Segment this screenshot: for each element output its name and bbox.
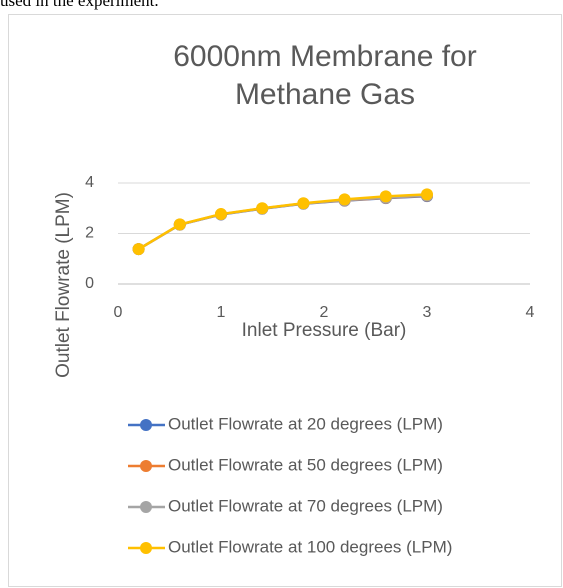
- legend-marker: [140, 501, 152, 513]
- data-point: [173, 218, 186, 231]
- data-point: [379, 190, 392, 203]
- data-point: [421, 188, 433, 201]
- legend-label: Outlet Flowrate at 20 degrees (LPM): [168, 414, 443, 433]
- chart-title: 6000nm Membrane for Methane Gas: [173, 40, 477, 111]
- legend-marker: [140, 460, 152, 472]
- legend-label: Outlet Flowrate at 100 degrees (LPM): [168, 537, 452, 556]
- legend-marker: [140, 419, 152, 431]
- data-point: [132, 243, 145, 256]
- data-point: [297, 197, 310, 210]
- data-point: [215, 208, 227, 221]
- data-point: [256, 202, 269, 215]
- legend-marker: [140, 542, 152, 554]
- y-tick-label: 4: [85, 174, 94, 191]
- y-tick-label: 0: [85, 275, 94, 292]
- chart-frame: [8, 14, 562, 587]
- data-point: [338, 193, 351, 206]
- x-axis-label: Inlet Pressure (Bar): [242, 320, 407, 341]
- y-tick-label: 2: [85, 225, 94, 242]
- legend-label: Outlet Flowrate at 70 degrees (LPM): [168, 496, 443, 515]
- caption: used in the experiment.: [0, 0, 159, 10]
- x-tick-label: 0: [114, 304, 123, 321]
- x-tick-label: 3: [423, 304, 432, 321]
- series-line: [137, 193, 428, 251]
- legend-label: Outlet Flowrate at 50 degrees (LPM): [168, 455, 443, 474]
- x-tick-label: 2: [320, 304, 329, 321]
- y-axis-label: Outlet Flowrate (LPM): [53, 192, 74, 378]
- x-tick-label: 4: [526, 304, 535, 321]
- x-tick-label: 1: [217, 304, 226, 321]
